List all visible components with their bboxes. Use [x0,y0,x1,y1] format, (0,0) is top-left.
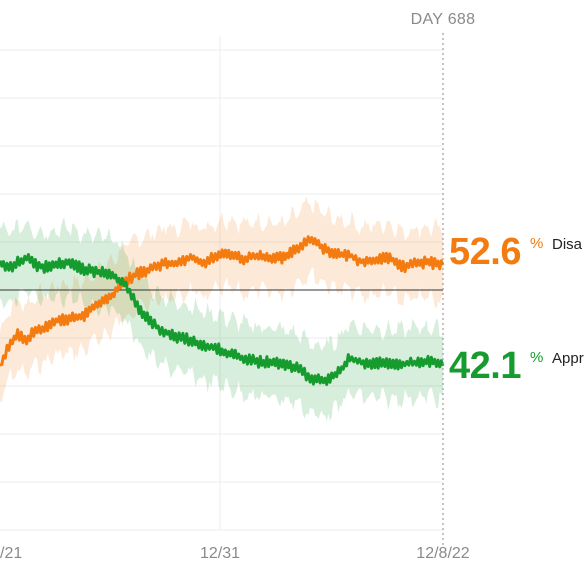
disapprove-series-name: Disa [552,236,583,253]
series-lines [0,235,445,386]
disapprove-value-label: 52.6 [449,231,521,273]
current-day-label: DAY 688 [411,11,476,28]
uncertainty-band [0,196,443,403]
x-tick-label: 12/8/22 [416,545,469,562]
approve-line [0,253,445,386]
approve-value-label: 42.1 [449,345,521,387]
x-tick-label: /21 [0,545,22,562]
disapprove-percent-sign: % [530,235,543,252]
uncertainty-bands [0,196,443,422]
x-tick-label: 12/31 [200,545,240,562]
chart-grid [0,36,443,531]
approve-percent-sign: % [530,349,543,366]
uncertainty-band [0,217,443,422]
disapprove-line [0,235,445,367]
approve-series-name: Appr [552,350,584,367]
